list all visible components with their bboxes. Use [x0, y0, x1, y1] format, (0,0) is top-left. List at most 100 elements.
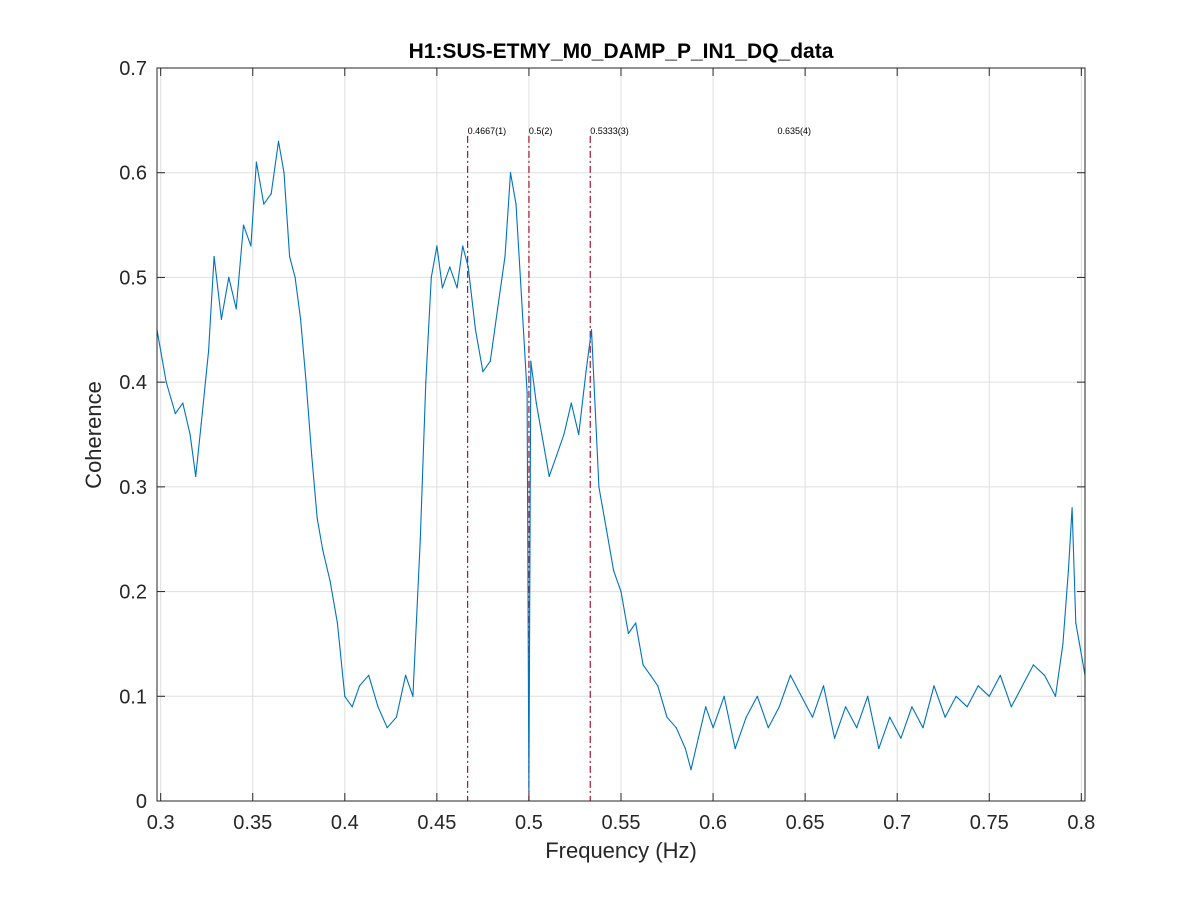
y-tick-label: 0.4: [119, 372, 147, 394]
data-point: [734, 748, 736, 750]
marker-label: 0.635(4): [778, 126, 812, 136]
data-point: [1010, 706, 1012, 708]
data-point: [535, 402, 537, 404]
data-point: [1054, 695, 1057, 697]
data-point: [344, 695, 346, 697]
data-point: [966, 706, 968, 708]
data-point: [395, 716, 397, 718]
data-point: [174, 413, 176, 415]
data-point: [922, 727, 924, 729]
data-point: [255, 161, 257, 163]
data-point: [311, 454, 313, 456]
data-point: [767, 727, 769, 729]
x-axis-label: Frequency (Hz): [545, 838, 697, 863]
data-point: [412, 695, 414, 697]
data-point: [1062, 643, 1064, 645]
data-point: [482, 371, 484, 373]
data-point: [425, 381, 427, 383]
data-point: [590, 329, 593, 331]
marker-label: 0.5333(3): [590, 126, 629, 136]
data-point: [811, 716, 814, 718]
data-point: [208, 350, 210, 352]
x-tick-label: 0.65: [786, 812, 825, 834]
data-point: [690, 769, 692, 771]
data-point: [305, 381, 307, 383]
data-point: [1075, 622, 1077, 624]
y-tick-label: 0.7: [119, 58, 147, 80]
data-point: [336, 622, 338, 624]
data-point: [1078, 643, 1081, 645]
axis-ticks: 0.3 0.35 0.4 0.45 0.5 0.55 0.6 0.65 0.7 0.75 0.800…: [119, 58, 1095, 834]
data-point: [294, 276, 296, 278]
data-point: [504, 255, 506, 258]
data-point: [635, 622, 637, 624]
data-point: [944, 716, 946, 718]
data-point: [474, 329, 477, 331]
data-point: [430, 276, 432, 278]
y-tick-label: 0: [136, 791, 147, 813]
marker-label: 0.4667(1): [468, 126, 507, 136]
data-point: [322, 549, 324, 551]
data-point: [165, 381, 167, 383]
y-tick-label: 0.5: [119, 267, 147, 289]
data-point: [955, 695, 957, 697]
data-point: [316, 517, 318, 519]
data-point: [756, 695, 758, 697]
data-point: [528, 789, 530, 792]
data-point: [988, 695, 990, 697]
data-point: [521, 297, 523, 299]
data-point: [200, 423, 202, 425]
data-point: [441, 287, 443, 289]
data-point: [789, 674, 792, 676]
x-tick-label: 0.35: [233, 812, 272, 834]
data-point: [900, 737, 902, 739]
data-point: [526, 392, 528, 394]
data-point: [386, 727, 388, 729]
data-point: [889, 716, 891, 718]
data-point: [800, 695, 803, 697]
data-point: [467, 266, 469, 268]
data-point: [867, 695, 869, 697]
data-point: [977, 685, 979, 687]
x-tick-label: 0.75: [970, 812, 1009, 834]
marker-label: 0.5(2): [529, 126, 553, 136]
data-point: [242, 224, 245, 226]
data-point: [419, 538, 421, 540]
data-point: [277, 140, 280, 142]
x-tick-label: 0.3: [147, 812, 175, 834]
data-point: [300, 318, 302, 320]
marker-lines: 0.4667(1) 0.5(2) 0.5333(3) 0.635(4): [467, 126, 812, 801]
data-point: [377, 706, 379, 708]
y-tick-label: 0.2: [119, 582, 147, 604]
data-point: [570, 402, 572, 404]
data-point: [1071, 507, 1073, 509]
data-point: [745, 716, 747, 718]
data-point: [911, 706, 913, 708]
data-point: [358, 685, 361, 687]
data-point: [598, 486, 600, 488]
data-point: [675, 727, 677, 729]
data-point: [456, 287, 458, 289]
data-point: [462, 245, 464, 247]
y-tick-label: 0.1: [119, 686, 147, 708]
chart-title: H1:SUS-ETMY_M0_DAMP_P_IN1_DQ_data: [409, 40, 834, 63]
data-point: [1032, 664, 1034, 666]
data-point: [613, 570, 615, 572]
data-point: [697, 737, 699, 739]
data-point: [515, 203, 517, 205]
x-tick-label: 0.5: [515, 812, 543, 834]
data-point: [250, 245, 252, 247]
data-point: [449, 266, 451, 268]
data-point: [509, 172, 512, 174]
data-point: [497, 308, 499, 310]
data-point: [649, 674, 652, 676]
data-point: [556, 454, 558, 456]
data-point: [878, 748, 880, 750]
data-point: [182, 402, 184, 404]
data-point: [283, 172, 285, 174]
data-point: [933, 685, 935, 687]
data-point: [228, 276, 230, 278]
data-point: [657, 685, 659, 687]
